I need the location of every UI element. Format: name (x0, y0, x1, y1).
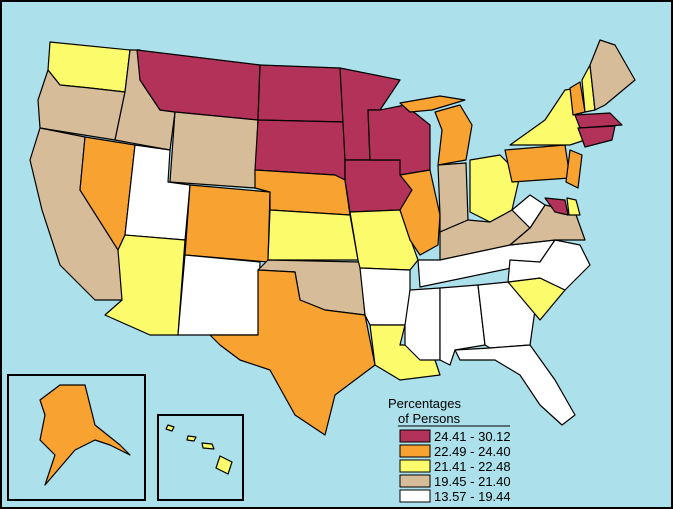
state (454, 344, 576, 426)
state (574, 112, 623, 129)
state (399, 169, 441, 256)
legend-swatch (399, 474, 431, 488)
state (201, 442, 215, 450)
legend-swatch (399, 429, 431, 443)
state (104, 234, 186, 336)
legend-label: 19.45 - 21.40 (434, 474, 511, 489)
state (399, 95, 466, 113)
state (577, 125, 616, 148)
legend-title: of Persons (398, 411, 461, 426)
states (29, 39, 636, 436)
state (267, 209, 359, 261)
state (544, 197, 569, 216)
state (177, 254, 261, 336)
legend-label: 22.49 - 24.40 (434, 444, 511, 459)
legend: Percentages of Persons 24.41 - 30.1222.4… (388, 396, 511, 504)
state (39, 384, 131, 486)
state (165, 424, 175, 432)
state (359, 267, 411, 326)
state (565, 149, 583, 189)
state (257, 64, 346, 123)
state (507, 239, 591, 291)
legend-label: 24.41 - 30.12 (434, 429, 511, 444)
state (169, 111, 259, 189)
hawaii (165, 424, 233, 475)
state (566, 197, 581, 216)
state (209, 269, 376, 436)
state (504, 144, 571, 183)
state (186, 435, 197, 442)
state (215, 455, 233, 475)
state (511, 194, 546, 229)
state (184, 184, 271, 263)
state (589, 39, 636, 111)
legend-title: Percentages (388, 396, 461, 411)
state (434, 104, 473, 166)
legend-label: 21.41 - 22.48 (434, 459, 511, 474)
legend-swatch (399, 459, 431, 473)
legend-swatch (399, 489, 431, 503)
state (404, 287, 441, 361)
legend-label: 13.57 - 19.44 (434, 489, 511, 504)
legend-swatch (399, 444, 431, 458)
